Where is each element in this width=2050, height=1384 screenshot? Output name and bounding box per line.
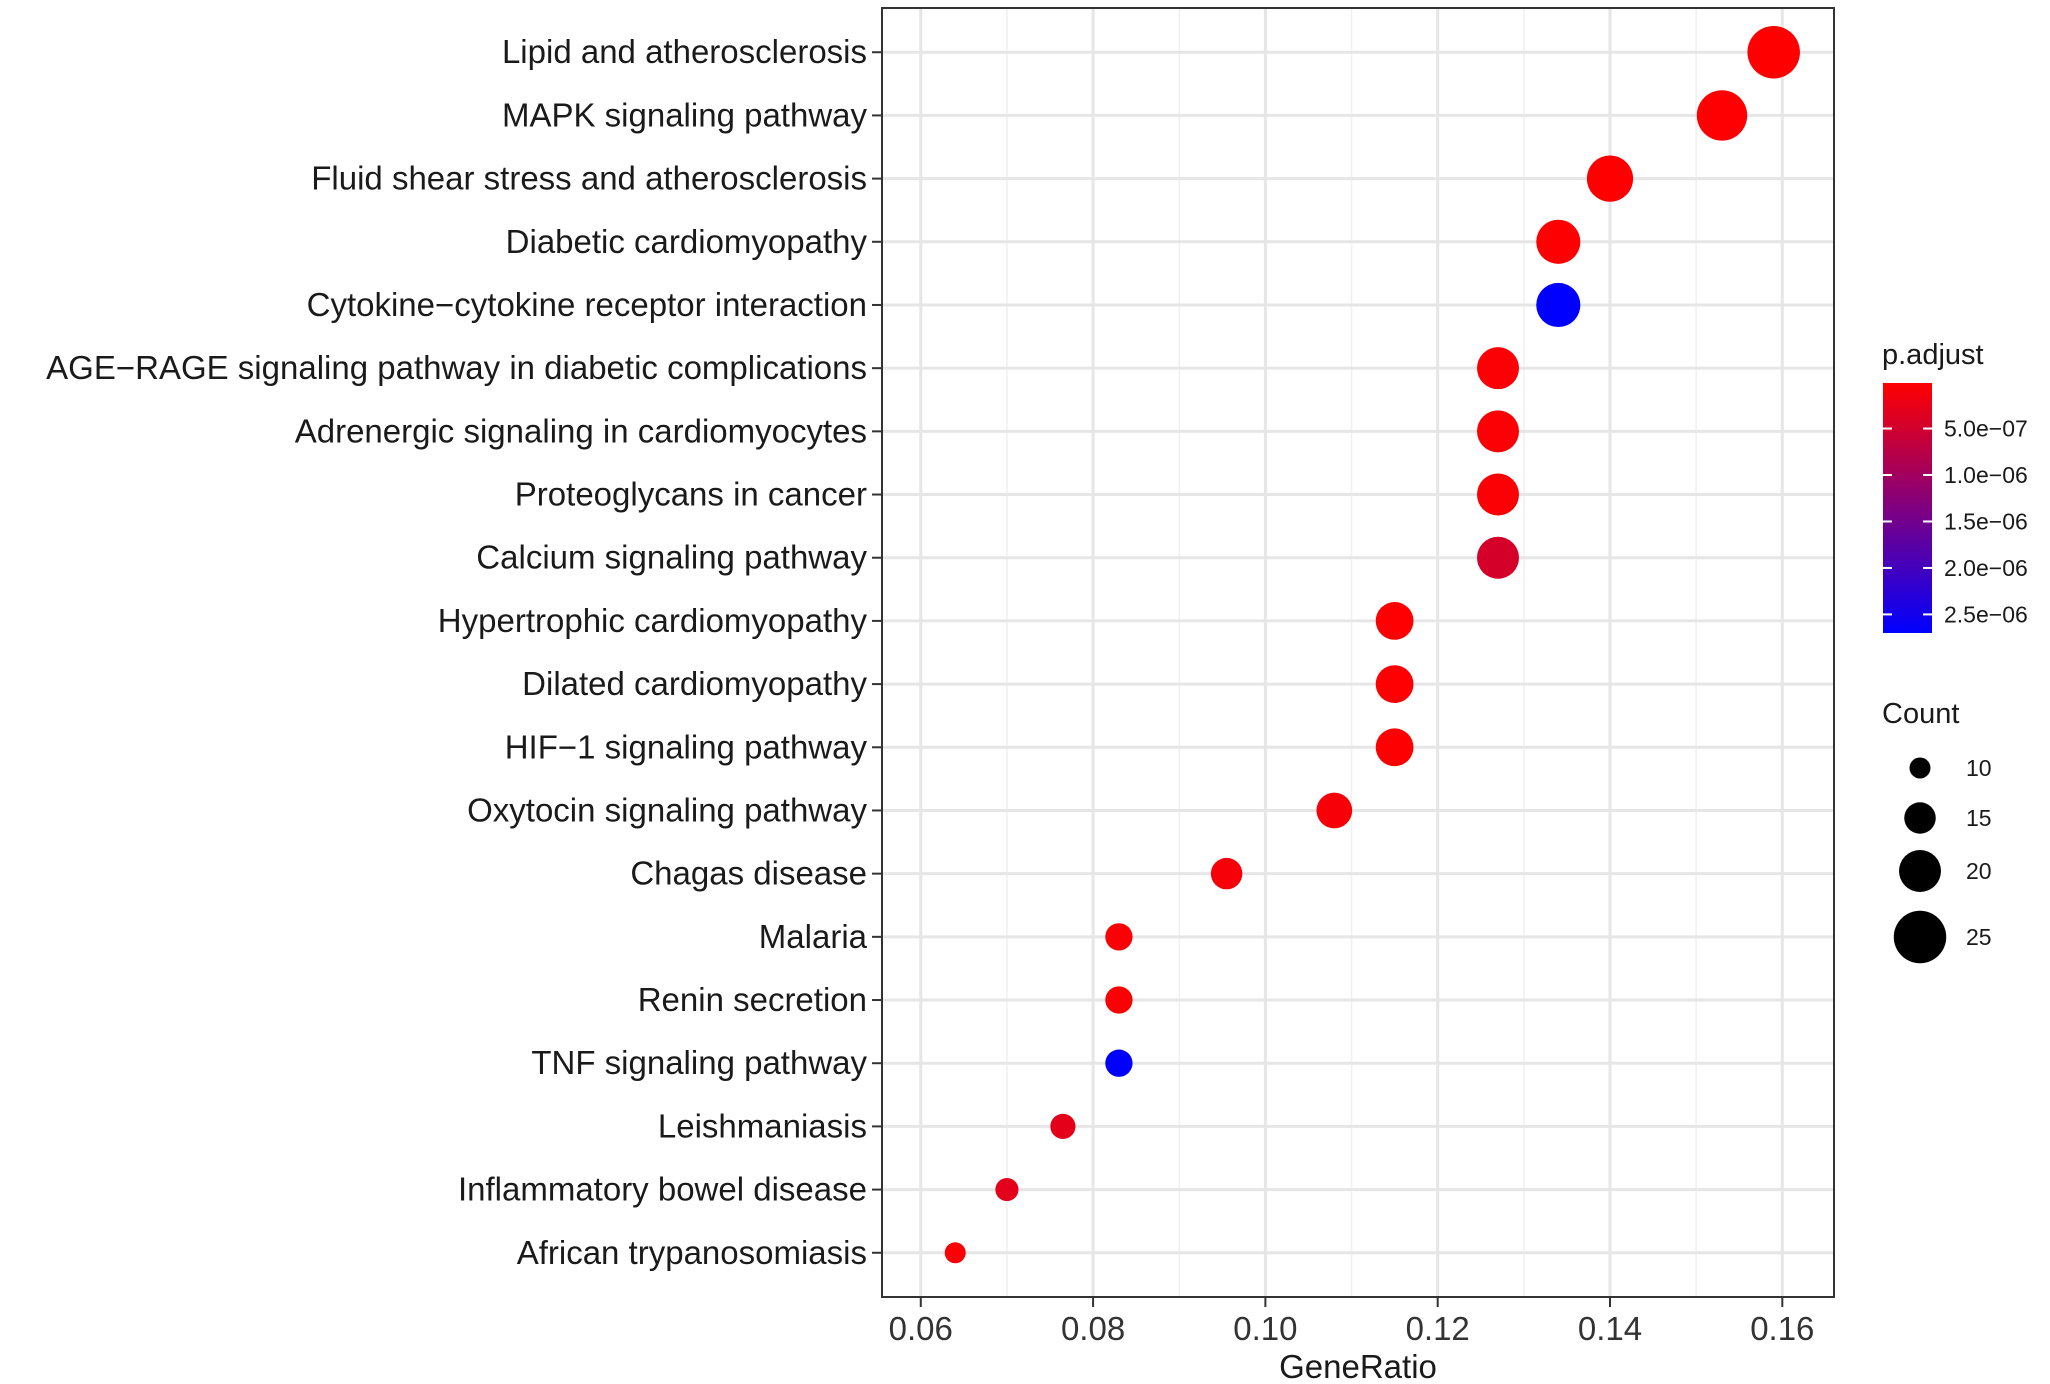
data-points bbox=[944, 25, 1800, 1264]
y-tick-label: Chagas disease bbox=[630, 855, 867, 892]
size-legend-items: 10 15 20 25 bbox=[1893, 755, 1992, 964]
y-axis: Lipid and atherosclerosis MAPK signaling … bbox=[46, 33, 882, 1271]
data-point bbox=[1375, 602, 1414, 640]
data-point bbox=[1105, 1049, 1133, 1077]
size-legend-title: Count bbox=[1882, 698, 1959, 730]
y-tick-label: Cytokine−cytokine receptor interaction bbox=[307, 286, 867, 323]
y-tick-label: Leishmaniasis bbox=[658, 1107, 867, 1144]
size-legend-dot bbox=[1899, 850, 1941, 892]
plot-panel-border bbox=[881, 7, 1835, 1298]
size-legend: Count 10 15 20 25 bbox=[1882, 698, 1992, 964]
y-tick-label: Hypertrophic cardiomyopathy bbox=[438, 602, 868, 639]
y-tick-label: Calcium signaling pathway bbox=[476, 539, 867, 576]
data-point bbox=[1477, 410, 1519, 453]
x-tick-label: 0.16 bbox=[1750, 1310, 1814, 1347]
data-point bbox=[1586, 155, 1634, 202]
data-point bbox=[1375, 728, 1414, 767]
y-tick-label: African trypanosomiasis bbox=[517, 1234, 867, 1271]
y-tick-label: Proteoglycans in cancer bbox=[515, 476, 867, 513]
data-point bbox=[1210, 857, 1243, 890]
data-point bbox=[1105, 923, 1133, 951]
size-legend-label: 10 bbox=[1966, 755, 1992, 781]
color-legend-label: 1.5e−06 bbox=[1944, 508, 2028, 534]
color-legend-label: 2.5e−06 bbox=[1944, 601, 2028, 627]
color-legend-title: p.adjust bbox=[1882, 339, 1984, 371]
y-tick-label: Fluid shear stress and atherosclerosis bbox=[311, 160, 867, 197]
x-tick-label: 0.12 bbox=[1406, 1310, 1470, 1347]
data-point bbox=[1536, 282, 1581, 328]
size-legend-label: 25 bbox=[1966, 924, 1992, 950]
data-point bbox=[1105, 986, 1133, 1014]
y-tick-label: Renin secretion bbox=[638, 981, 867, 1018]
data-point bbox=[1050, 1113, 1076, 1139]
y-tick-label: Lipid and atherosclerosis bbox=[502, 33, 867, 70]
data-point bbox=[995, 1178, 1019, 1202]
y-tick-label: Malaria bbox=[759, 918, 868, 955]
data-point bbox=[1536, 219, 1581, 264]
data-point bbox=[1375, 665, 1414, 703]
color-legend-label: 5.0e−07 bbox=[1944, 416, 2028, 442]
color-bar bbox=[1883, 383, 1932, 633]
color-legend-label: 1.0e−06 bbox=[1944, 462, 2028, 488]
size-legend-label: 15 bbox=[1966, 805, 1992, 831]
size-legend-label: 20 bbox=[1966, 858, 1992, 884]
y-tick-label: TNF signaling pathway bbox=[531, 1044, 867, 1081]
data-point bbox=[944, 1242, 966, 1264]
y-tick-label: MAPK signaling pathway bbox=[502, 96, 868, 133]
y-tick-label: Dilated cardiomyopathy bbox=[522, 665, 867, 702]
x-tick-label: 0.08 bbox=[1061, 1310, 1125, 1347]
size-legend-dot bbox=[1909, 757, 1931, 779]
data-point bbox=[1477, 347, 1519, 390]
y-tick-label: AGE−RAGE signaling pathway in diabetic c… bbox=[46, 349, 867, 386]
color-legend: p.adjust 5.0e−07 1.0e−06 1.5e−06 2.0e−06 2.5… bbox=[1882, 339, 2028, 633]
y-tick-label: HIF−1 signaling pathway bbox=[505, 728, 868, 765]
y-tick-label: Diabetic cardiomyopathy bbox=[506, 223, 868, 260]
size-legend-dot bbox=[1893, 910, 1947, 964]
x-axis: 0.06 0.08 0.10 0.12 0.14 0.16 bbox=[889, 1297, 1814, 1347]
data-point bbox=[1696, 90, 1748, 141]
data-point bbox=[1316, 792, 1353, 829]
x-tick-label: 0.06 bbox=[889, 1310, 953, 1347]
x-tick-label: 0.10 bbox=[1233, 1310, 1297, 1347]
y-tick-label: Adrenergic signaling in cardiomyocytes bbox=[295, 412, 867, 449]
grid-lines bbox=[882, 8, 1834, 1297]
x-axis-title: GeneRatio bbox=[1279, 1348, 1437, 1384]
data-point bbox=[1477, 473, 1519, 516]
data-point bbox=[1477, 536, 1519, 579]
color-legend-ticks: 5.0e−07 1.0e−06 1.5e−06 2.0e−06 2.5e−06 bbox=[1883, 416, 2028, 627]
y-tick-label: Oxytocin signaling pathway bbox=[467, 791, 867, 828]
data-point bbox=[1747, 25, 1800, 79]
x-tick-label: 0.14 bbox=[1578, 1310, 1642, 1347]
y-tick-label: Inflammatory bowel disease bbox=[458, 1171, 867, 1208]
size-legend-dot bbox=[1904, 802, 1936, 834]
color-legend-label: 2.0e−06 bbox=[1944, 555, 2028, 581]
